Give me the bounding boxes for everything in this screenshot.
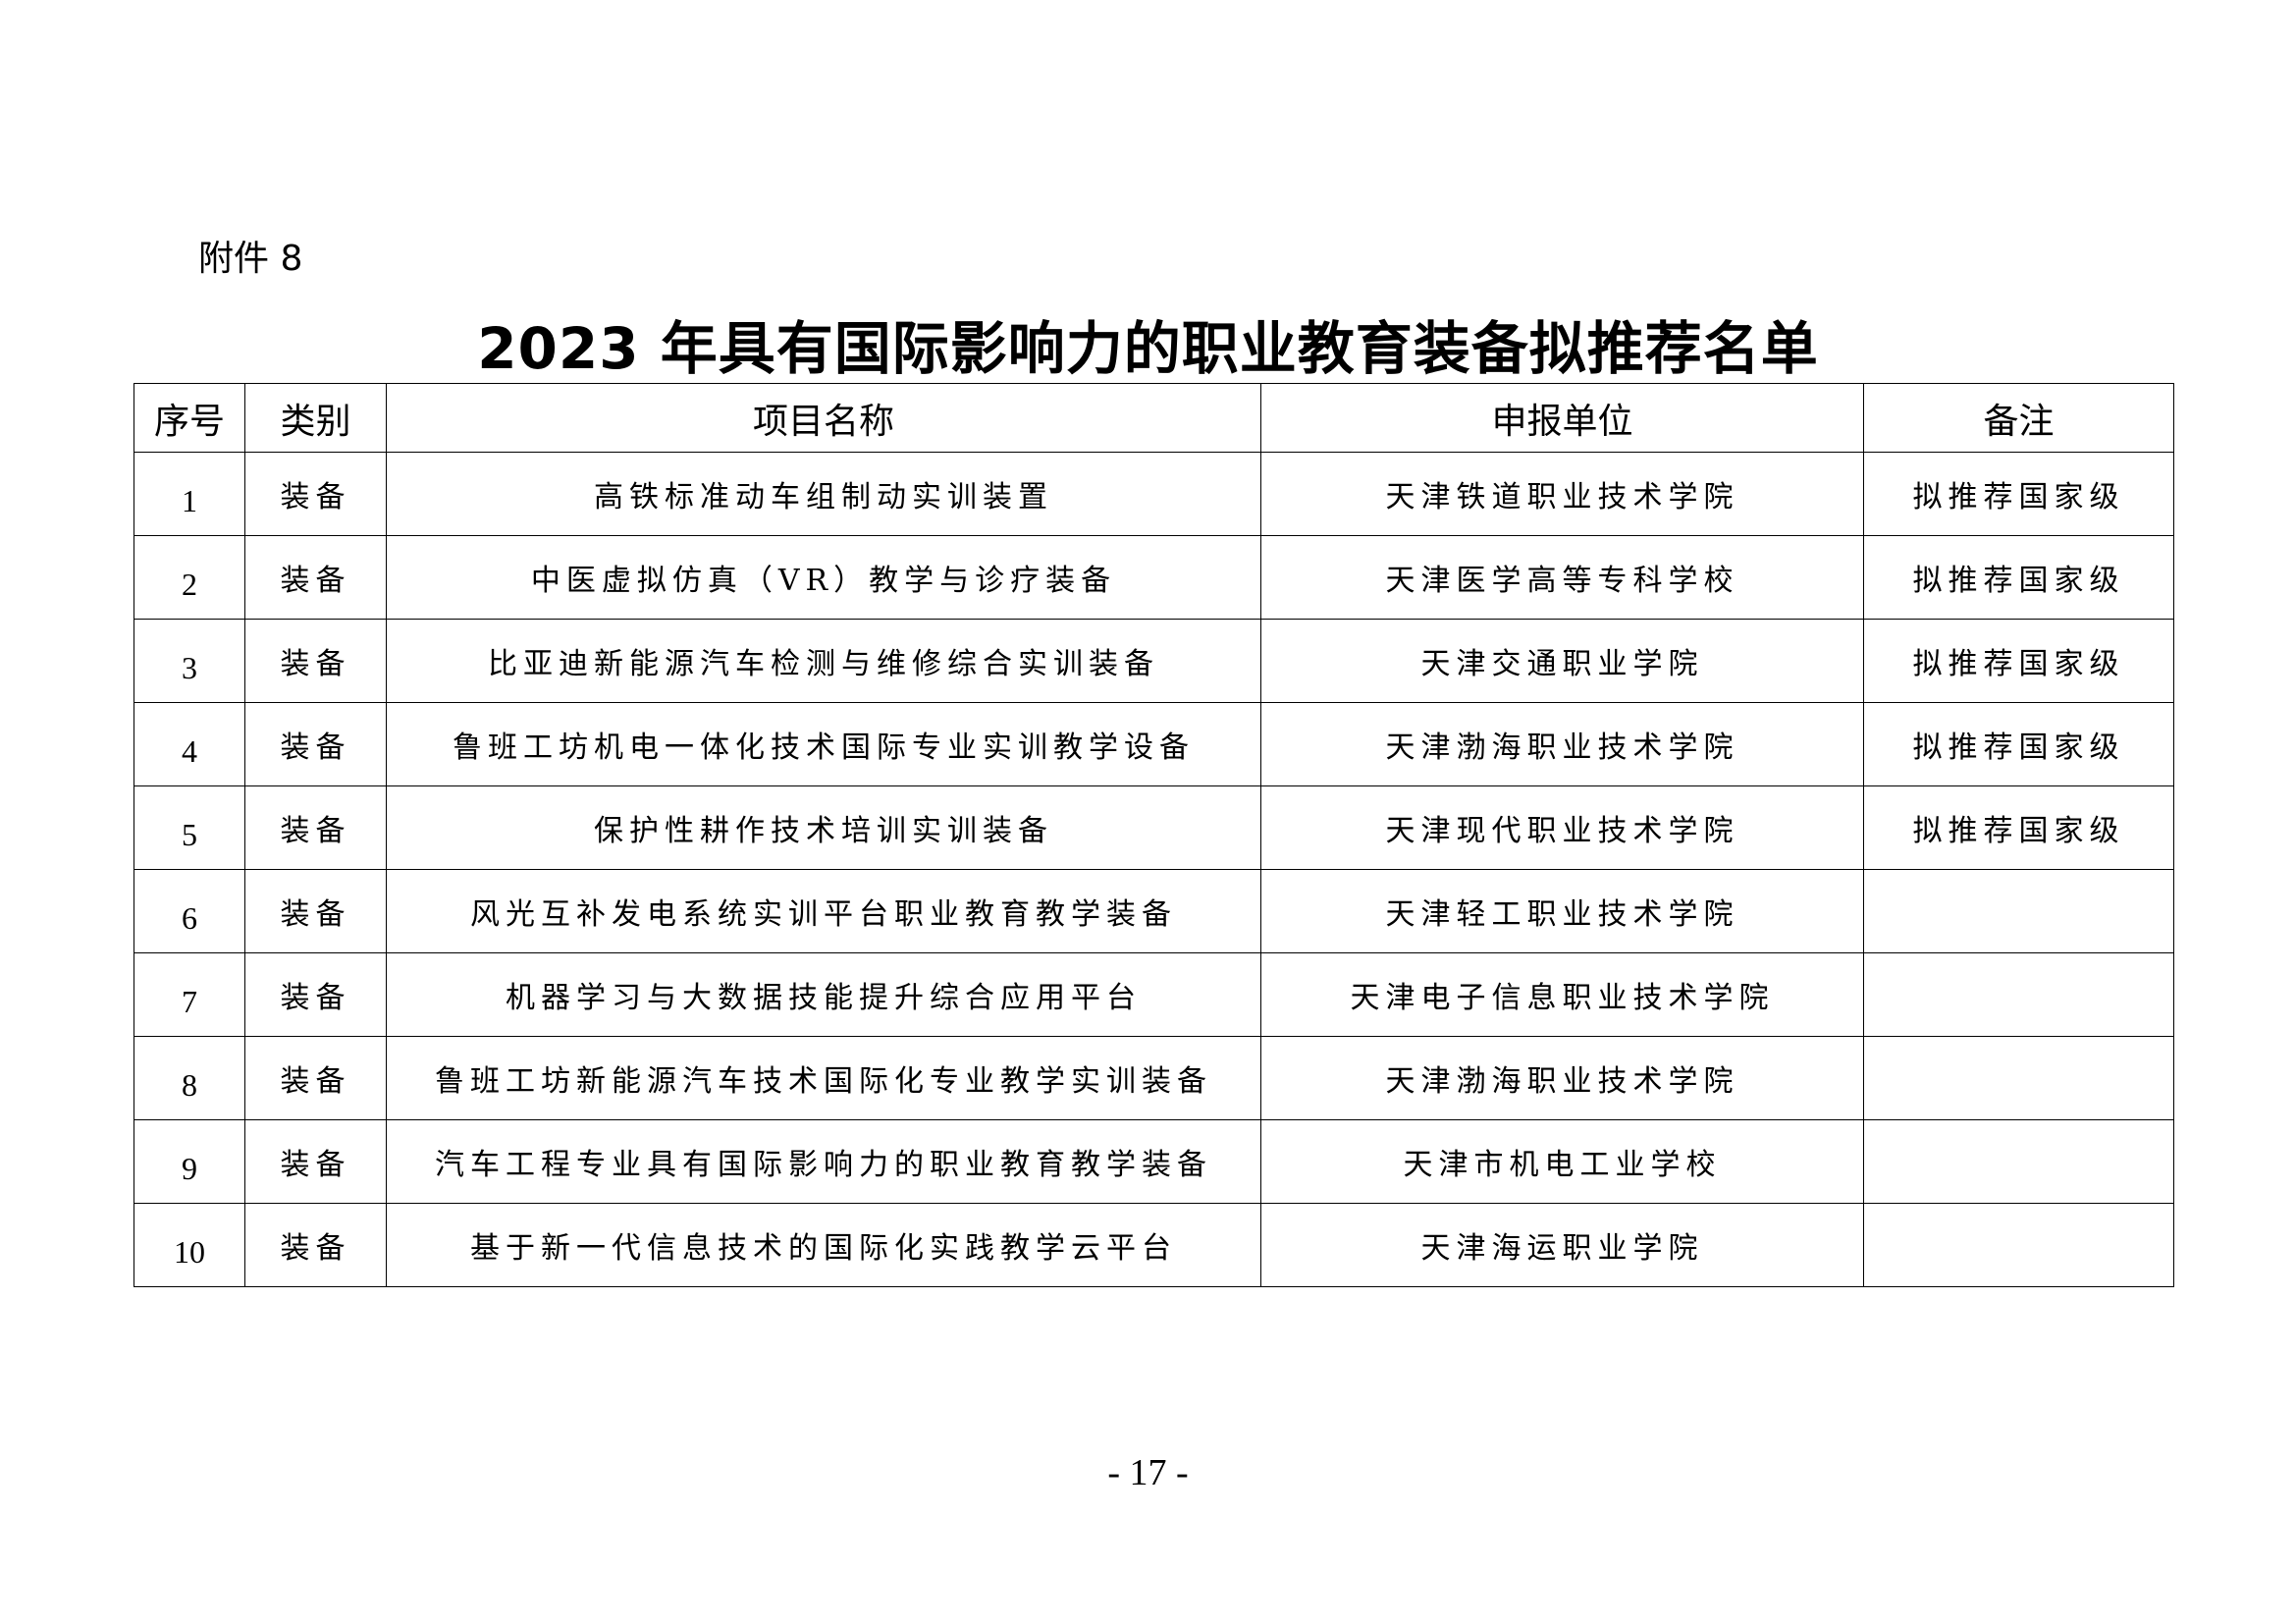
cell-applicant: 天津铁道职业技术学院 — [1260, 452, 1864, 536]
cell-category: 装备 — [244, 1203, 387, 1287]
cell-category: 装备 — [244, 452, 387, 536]
cell-project-name: 基于新一代信息技术的国际化实践教学云平台 — [386, 1203, 1261, 1287]
table-row: 8 装备 鲁班工坊新能源汽车技术国际化专业教学实训装备 天津渤海职业技术学院 — [133, 1036, 2174, 1120]
cell-index: 1 — [133, 452, 245, 536]
cell-category: 装备 — [244, 1119, 387, 1204]
page-number: - 17 - — [1107, 1452, 1189, 1493]
cell-category: 装备 — [244, 785, 387, 870]
cell-category: 装备 — [244, 702, 387, 786]
header-index: 序号 — [133, 383, 245, 453]
cell-index: 10 — [133, 1203, 245, 1287]
cell-remarks — [1863, 1203, 2174, 1287]
cell-index: 7 — [133, 952, 245, 1037]
cell-applicant: 天津现代职业技术学院 — [1260, 785, 1864, 870]
table-row: 4 装备 鲁班工坊机电一体化技术国际专业实训教学设备 天津渤海职业技术学院 拟推荐国家级 — [133, 702, 2174, 786]
cell-remarks: 拟推荐国家级 — [1863, 452, 2174, 536]
table-row: 5 装备 保护性耕作技术培训实训装备 天津现代职业技术学院 拟推荐国家级 — [133, 785, 2174, 870]
cell-index: 5 — [133, 785, 245, 870]
cell-category: 装备 — [244, 619, 387, 703]
header-applicant: 申报单位 — [1260, 383, 1864, 453]
header-remarks: 备注 — [1863, 383, 2174, 453]
cell-applicant: 天津海运职业学院 — [1260, 1203, 1864, 1287]
header-category: 类别 — [244, 383, 387, 453]
cell-remarks: 拟推荐国家级 — [1863, 702, 2174, 786]
table-row: 2 装备 中医虚拟仿真（VR）教学与诊疗装备 天津医学高等专科学校 拟推荐国家级 — [133, 535, 2174, 620]
cell-applicant: 天津医学高等专科学校 — [1260, 535, 1864, 620]
cell-remarks — [1863, 952, 2174, 1037]
cell-project-name: 鲁班工坊新能源汽车技术国际化专业教学实训装备 — [386, 1036, 1261, 1120]
cell-index: 3 — [133, 619, 245, 703]
table-header-row: 序号 类别 项目名称 申报单位 备注 — [133, 383, 2174, 453]
cell-project-name: 保护性耕作技术培训实训装备 — [386, 785, 1261, 870]
cell-applicant: 天津电子信息职业技术学院 — [1260, 952, 1864, 1037]
cell-remarks: 拟推荐国家级 — [1863, 619, 2174, 703]
recommendation-table: 序号 类别 项目名称 申报单位 备注 1 装备 高铁标准动车组制动实训装置 天津铁道职… — [133, 383, 2174, 1287]
cell-index: 8 — [133, 1036, 245, 1120]
cell-category: 装备 — [244, 535, 387, 620]
cell-project-name: 汽车工程专业具有国际影响力的职业教育教学装备 — [386, 1119, 1261, 1204]
cell-applicant: 天津渤海职业技术学院 — [1260, 1036, 1864, 1120]
cell-category: 装备 — [244, 869, 387, 953]
cell-index: 4 — [133, 702, 245, 786]
cell-project-name: 机器学习与大数据技能提升综合应用平台 — [386, 952, 1261, 1037]
cell-applicant: 天津轻工职业技术学院 — [1260, 869, 1864, 953]
cell-category: 装备 — [244, 952, 387, 1037]
cell-project-name: 比亚迪新能源汽车检测与维修综合实训装备 — [386, 619, 1261, 703]
cell-remarks — [1863, 1036, 2174, 1120]
header-project-name: 项目名称 — [386, 383, 1261, 453]
cell-project-name: 鲁班工坊机电一体化技术国际专业实训教学设备 — [386, 702, 1261, 786]
table-row: 9 装备 汽车工程专业具有国际影响力的职业教育教学装备 天津市机电工业学校 — [133, 1119, 2174, 1204]
cell-remarks: 拟推荐国家级 — [1863, 785, 2174, 870]
table-row: 6 装备 风光互补发电系统实训平台职业教育教学装备 天津轻工职业技术学院 — [133, 869, 2174, 953]
cell-project-name: 中医虚拟仿真（VR）教学与诊疗装备 — [386, 535, 1261, 620]
cell-applicant: 天津市机电工业学校 — [1260, 1119, 1864, 1204]
document-title: 2023 年具有国际影响力的职业教育装备拟推荐名单 — [477, 315, 1819, 382]
cell-applicant: 天津交通职业学院 — [1260, 619, 1864, 703]
cell-remarks — [1863, 1119, 2174, 1204]
cell-remarks — [1863, 869, 2174, 953]
cell-index: 9 — [133, 1119, 245, 1204]
cell-index: 6 — [133, 869, 245, 953]
cell-project-name: 风光互补发电系统实训平台职业教育教学装备 — [386, 869, 1261, 953]
attachment-label: 附件 8 — [198, 239, 303, 279]
table-row: 10 装备 基于新一代信息技术的国际化实践教学云平台 天津海运职业学院 — [133, 1203, 2174, 1287]
table-row: 3 装备 比亚迪新能源汽车检测与维修综合实训装备 天津交通职业学院 拟推荐国家级 — [133, 619, 2174, 703]
cell-project-name: 高铁标准动车组制动实训装置 — [386, 452, 1261, 536]
cell-category: 装备 — [244, 1036, 387, 1120]
cell-index: 2 — [133, 535, 245, 620]
cell-remarks: 拟推荐国家级 — [1863, 535, 2174, 620]
table-row: 1 装备 高铁标准动车组制动实训装置 天津铁道职业技术学院 拟推荐国家级 — [133, 452, 2174, 536]
table-row: 7 装备 机器学习与大数据技能提升综合应用平台 天津电子信息职业技术学院 — [133, 952, 2174, 1037]
cell-applicant: 天津渤海职业技术学院 — [1260, 702, 1864, 786]
